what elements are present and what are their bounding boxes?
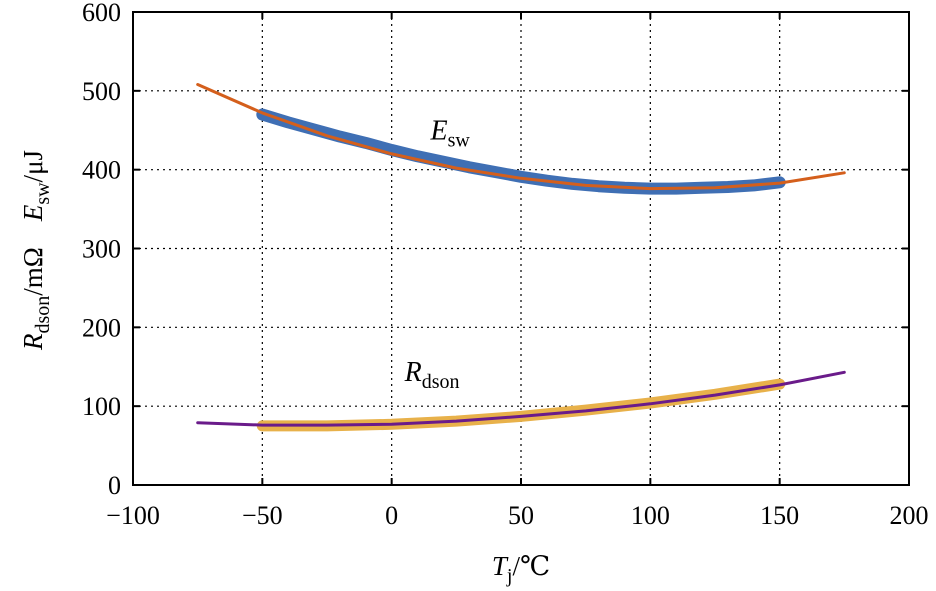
x-tick-label: −50: [242, 501, 283, 530]
x-tick-label: 200: [890, 501, 929, 530]
y-tick-label: 500: [82, 77, 121, 106]
y-tick-labels: 0 100 200 300 400 500 600: [82, 0, 121, 500]
y-axis-label-esw-unit: /μJ: [18, 150, 48, 182]
x-axis-label-sub: j: [506, 565, 513, 587]
x-axis-label-main: T: [492, 551, 509, 581]
y-tick-label: 400: [82, 156, 121, 185]
y-tick-label: 200: [82, 313, 121, 342]
series-group: [196, 83, 846, 432]
x-tick-label: 50: [508, 501, 534, 530]
x-axis-label-unit: /℃: [512, 551, 550, 581]
ticks: [132, 11, 910, 486]
rdson-label-main: R: [404, 357, 422, 388]
esw-label-sub: sw: [448, 130, 471, 152]
esw-series-label: Esw: [429, 116, 470, 152]
y-axis-label-esw-sub: sw: [32, 182, 54, 205]
y-axis-label-rdson-unit: /mΩ: [18, 247, 48, 296]
x-tick-label: −100: [106, 501, 160, 530]
grid: [133, 12, 909, 485]
y-tick-label: 300: [82, 235, 121, 264]
x-tick-labels: −100 −50 0 50 100 150 200: [106, 501, 928, 530]
x-tick-label: 150: [760, 501, 799, 530]
esw-label-main: E: [429, 116, 447, 147]
fit-line-3: [196, 370, 846, 427]
x-tick-label: 0: [385, 501, 398, 530]
y-axis-label-esw-main: E: [18, 204, 48, 222]
y-tick-label: 0: [108, 471, 121, 500]
rdson-series-label: Rdson: [404, 357, 460, 393]
y-axis-label-rdson-main: R: [18, 333, 48, 351]
y-tick-label: 100: [82, 392, 121, 421]
rdson-label-sub: dson: [422, 371, 460, 393]
fit-line-1: [196, 83, 846, 191]
y-axis-label-rdson-sub: dson: [32, 296, 54, 334]
y-axis-label-text: Rdson/mΩ Esw/μJ: [18, 150, 54, 351]
x-axis-label: Tj/℃: [492, 551, 550, 587]
y-axis-label: Rdson/mΩ Esw/μJ: [18, 150, 54, 351]
x-tick-label: 100: [631, 501, 670, 530]
series-annotations: Esw Rdson: [404, 116, 471, 393]
y-tick-label: 600: [82, 0, 121, 27]
